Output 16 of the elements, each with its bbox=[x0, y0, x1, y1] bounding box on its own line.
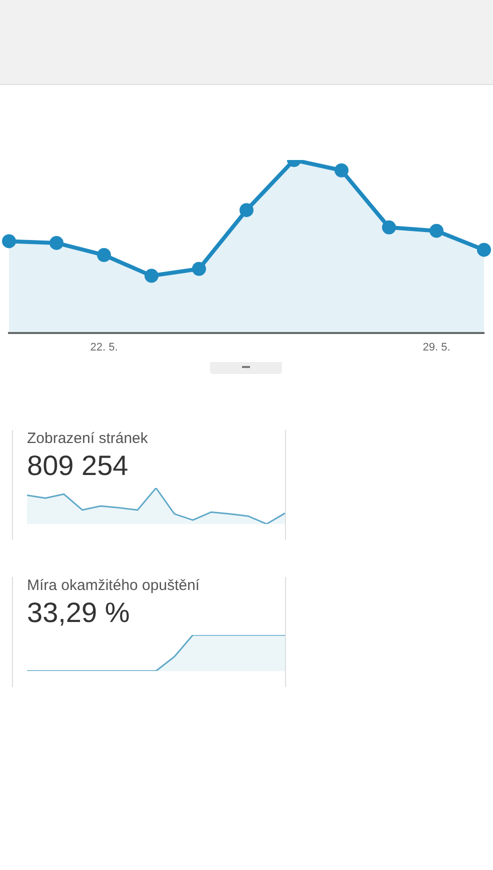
chart-title: Míra okamžitého opuštění bbox=[27, 577, 201, 596]
chart-subtitle: 809 254 bbox=[27, 450, 130, 483]
x-tick-label: 29. 5. bbox=[422, 341, 450, 354]
point bbox=[382, 220, 396, 234]
point bbox=[430, 224, 444, 238]
x-tick-label: 22. 5. bbox=[90, 341, 118, 354]
chart-title: Zobrazení stránek bbox=[27, 430, 149, 449]
chart-subtitle: 33,29 % bbox=[27, 597, 131, 630]
point bbox=[97, 248, 111, 262]
point bbox=[192, 262, 206, 276]
point bbox=[50, 236, 64, 250]
point bbox=[144, 268, 158, 283]
point bbox=[334, 163, 348, 178]
point bbox=[240, 203, 254, 218]
point bbox=[2, 234, 16, 248]
point bbox=[477, 242, 491, 257]
